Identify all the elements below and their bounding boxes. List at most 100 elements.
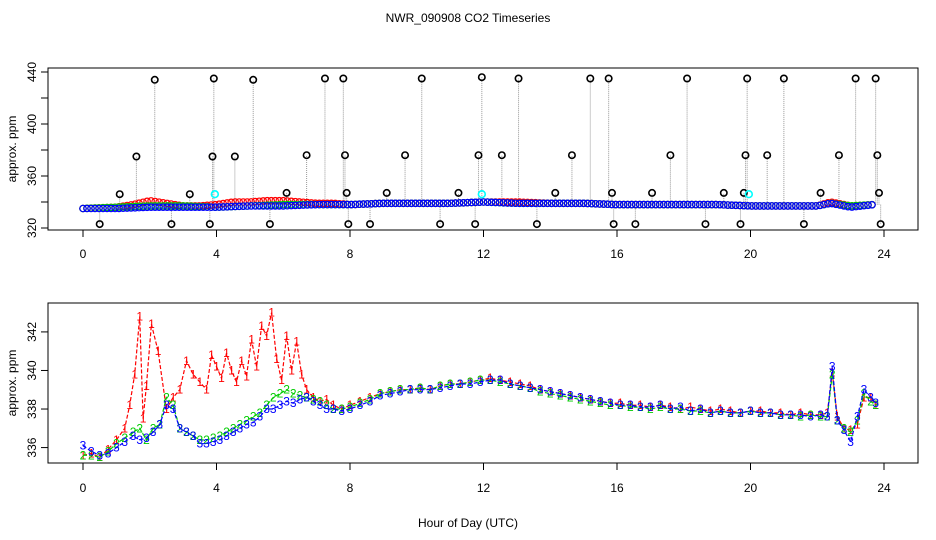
- series-marker-3: 3: [397, 385, 404, 399]
- series-point-blue: [375, 199, 384, 208]
- series-marker-1: 1: [357, 394, 364, 408]
- series-marker-2: 2: [317, 394, 324, 408]
- series-point-blue: [655, 200, 664, 209]
- series-marker-1: 1: [113, 433, 120, 447]
- series-marker-3: 3: [277, 398, 284, 412]
- series-point-blue: [567, 199, 576, 208]
- series-marker-1: 1: [190, 367, 197, 381]
- series-point-blue: [87, 204, 95, 213]
- series-point-blue: [623, 200, 632, 209]
- series-point-blue: [299, 201, 308, 209]
- series-marker-1: 1: [697, 402, 704, 416]
- series-marker-3: 3: [807, 410, 814, 424]
- series-marker-3: 3: [170, 402, 177, 416]
- series-marker-1: 1: [238, 354, 245, 368]
- series-point-blue: [407, 199, 416, 208]
- series-marker-3: 3: [467, 377, 474, 391]
- series-point-red: [255, 197, 264, 206]
- series-point-blue: [435, 199, 444, 208]
- spike-point: [609, 220, 618, 229]
- series-point-blue: [832, 200, 840, 209]
- series-marker-3: 3: [747, 404, 754, 418]
- series-point-blue: [459, 198, 468, 207]
- spike-point: [586, 74, 595, 83]
- series-marker-3: 3: [477, 375, 484, 389]
- spike-point: [208, 152, 217, 161]
- series-marker-2: 2: [357, 396, 364, 410]
- series-point-blue: [836, 201, 844, 209]
- bottom-y-tick-label: 338: [25, 399, 39, 419]
- series-point-blue: [804, 202, 812, 210]
- series-marker-2: 2: [283, 383, 290, 397]
- bottom-x-tick-label: 4: [213, 481, 220, 495]
- series-marker-1: 1: [263, 329, 270, 343]
- series-point-blue: [471, 198, 480, 207]
- series-point-blue: [856, 202, 864, 210]
- series-marker-2: 2: [330, 402, 337, 416]
- series-marker-3: 3: [323, 402, 330, 416]
- series-point-blue: [511, 199, 520, 208]
- series-point-blue: [728, 201, 736, 209]
- series-point-red: [259, 197, 268, 205]
- series-point-red: [239, 198, 248, 206]
- series-marker-2: 2: [841, 421, 848, 435]
- series-point-blue: [615, 200, 624, 209]
- spike-point: [551, 188, 560, 197]
- series-point-blue: [139, 203, 147, 212]
- series-point-red: [163, 199, 171, 208]
- series-point-red: [155, 198, 163, 206]
- series-lines: 1 1 11111111111111111111111111111111111111…: [80, 306, 880, 465]
- spike-point: [471, 220, 480, 229]
- series-marker-1: 1: [278, 373, 285, 387]
- series-point-blue: [399, 199, 408, 208]
- series-point-blue: [243, 202, 252, 210]
- spike-point: [743, 74, 752, 83]
- series-point-blue: [159, 203, 167, 212]
- series-marker-2: 2: [310, 392, 317, 406]
- series-point-blue: [848, 203, 856, 211]
- series-marker-3: 3: [347, 402, 354, 416]
- series-marker-3: 3: [577, 390, 584, 404]
- series-point-blue: [283, 201, 292, 210]
- series-point-blue: [119, 204, 127, 213]
- series-marker-3: 3: [787, 408, 794, 422]
- series-marker-3: 3: [847, 435, 854, 449]
- series-point-blue: [347, 200, 356, 209]
- series-marker-2: 2: [270, 390, 277, 404]
- series-point-blue: [764, 202, 772, 210]
- series-point-blue: [639, 200, 648, 209]
- series-marker-3: 3: [527, 381, 534, 395]
- series-marker-1: 1: [807, 408, 814, 422]
- series-marker-2: 2: [417, 381, 424, 395]
- series-marker-2: 2: [113, 437, 120, 451]
- series-point-blue: [231, 202, 239, 211]
- series-marker-3: 3: [767, 406, 774, 420]
- series-point-blue: [631, 200, 640, 209]
- series-point-blue: [579, 199, 588, 208]
- series-marker-1: 1: [834, 410, 841, 424]
- spike-point: [115, 190, 124, 199]
- series-point-blue: [715, 200, 724, 209]
- series-marker-1: 1: [854, 417, 861, 431]
- bottom-x-axis: 0 4 8 12 16 20 24: [80, 462, 891, 495]
- series-marker-3: 3: [283, 394, 290, 408]
- series-point-blue: [627, 200, 636, 209]
- series-marker-1: 1: [196, 375, 203, 389]
- series-marker-3: 3: [697, 402, 704, 416]
- series-marker-1: 1: [447, 377, 454, 391]
- series-point-blue: [183, 203, 191, 212]
- series-marker-3: 3: [687, 404, 694, 418]
- series-marker-2: 2: [243, 414, 250, 428]
- series-point-blue: [191, 203, 199, 212]
- series-marker-1: 1: [657, 398, 664, 412]
- series-marker-2: 2: [387, 385, 394, 399]
- series-point-blue: [824, 200, 832, 208]
- series-marker-2: 2: [250, 410, 257, 424]
- series-point-blue: [651, 200, 660, 209]
- series-point-blue: [427, 199, 436, 208]
- series-point-blue: [295, 201, 304, 210]
- series-point-blue: [343, 200, 352, 209]
- series-marker-1: 1: [417, 381, 424, 395]
- spike-point: [205, 220, 214, 229]
- series-point-blue: [307, 201, 316, 209]
